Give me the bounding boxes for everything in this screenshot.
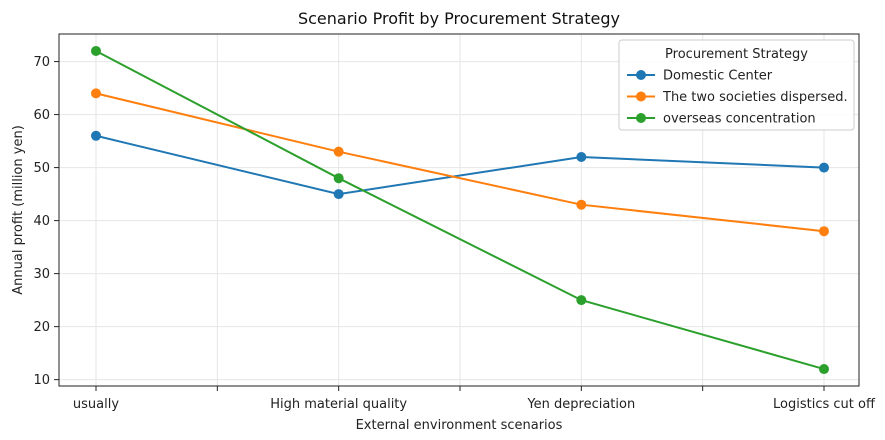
plot-frame (58, 33, 860, 387)
y-tick-label: 20 (33, 320, 50, 335)
legend-box (618, 39, 855, 131)
axis-ticks: usually High material quality Yen deprecia… (33, 55, 876, 412)
data-point-the-two-societies-dispersed (91, 88, 101, 99)
x-tick-label: Yen depreciation (526, 397, 635, 412)
data-point-overseas-concentration (576, 295, 587, 306)
x-tick-label: High material quality (270, 397, 407, 412)
data-point-domestic-center (333, 189, 344, 200)
x-tick-label: Logistics cut off (773, 397, 876, 412)
x-axis-label: External environment scenarios (356, 418, 563, 433)
data-point-the-two-societies-dispersed (576, 199, 587, 210)
legend-swatch-marker-the-two-societies-dispersed (636, 91, 646, 102)
data-point-domestic-center (91, 130, 101, 141)
y-axis-label: Annual profit (million yen) (11, 125, 26, 295)
y-tick-label: 30 (33, 267, 50, 282)
series-layer (91, 45, 829, 375)
legend-label-overseas-concentration: overseas concentration (663, 112, 816, 127)
y-tick-label: 70 (33, 55, 50, 70)
y-tick-label: 50 (33, 161, 50, 176)
series-line-overseas-concentration (95, 50, 825, 370)
y-tick-label: 10 (33, 373, 50, 388)
legend-items: Domestic Center The two societies dispers… (627, 69, 848, 127)
data-point-the-two-societies-dispersed (333, 146, 344, 157)
data-point-overseas-concentration (91, 45, 101, 56)
y-tick-label: 40 (33, 214, 50, 229)
y-tick-label: 60 (33, 108, 50, 123)
series-line-domestic-center (95, 134, 825, 196)
data-point-overseas-concentration (819, 364, 829, 375)
legend-label-domestic-center: Domestic Center (663, 69, 773, 84)
legend-label-the-two-societies-dispersed: The two societies dispersed. (662, 90, 848, 105)
data-point-domestic-center (819, 162, 829, 173)
legend-title: Procurement Strategy (665, 47, 808, 62)
series-line-the-two-societies-dispersed (95, 92, 825, 233)
legend-swatch-marker-overseas-concentration (636, 113, 646, 123)
x-tick-label: usually (73, 397, 119, 412)
chart-title: Scenario Profit by Procurement Strategy (298, 9, 620, 28)
data-point-overseas-concentration (333, 173, 344, 184)
legend-swatch-marker-domestic-center (636, 70, 646, 80)
data-point-domestic-center (576, 151, 587, 162)
legend: Procurement Strategy Domestic Center The … (618, 39, 855, 131)
data-point-the-two-societies-dispersed (819, 226, 829, 237)
